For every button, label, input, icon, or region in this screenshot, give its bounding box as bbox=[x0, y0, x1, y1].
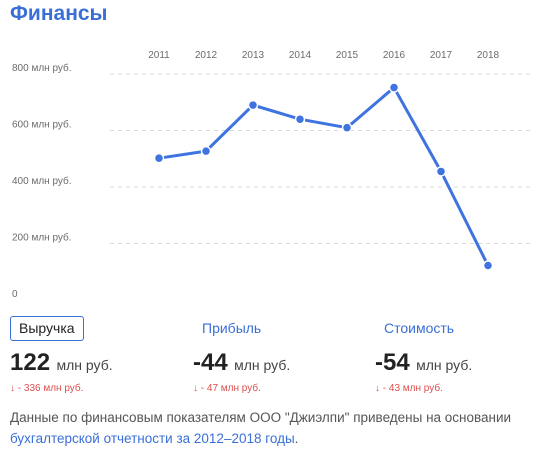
metric-revenue: Выручка 122 млн руб. ↓ - 336 млн руб. bbox=[10, 316, 113, 394]
data-point bbox=[435, 166, 447, 177]
x-tick-label: 2016 bbox=[383, 50, 406, 61]
metric-cost-unit: млн руб. bbox=[416, 357, 473, 373]
metric-value-cost: Стоимость -54 млн руб. ↓ - 43 млн руб. bbox=[375, 316, 472, 394]
metric-revenue-number: 122 bbox=[10, 349, 51, 376]
metric-cost-number: -54 bbox=[375, 349, 410, 376]
footnote-report-link[interactable]: бухгалтерской отчетности за 2012–2018 го… bbox=[10, 431, 295, 446]
x-tick-label: 2018 bbox=[477, 50, 500, 61]
x-tick-label: 2014 bbox=[289, 50, 312, 61]
footnote-text: Данные по финансовым показателям ООО "Дж… bbox=[10, 410, 512, 425]
y-tick-label: 0 bbox=[12, 289, 18, 300]
metric-revenue-change: ↓ - 336 млн руб. bbox=[10, 383, 84, 394]
metrics-row: Выручка 122 млн руб. ↓ - 336 млн руб. Пр… bbox=[10, 316, 530, 396]
footnote-end: . bbox=[294, 431, 299, 446]
data-point bbox=[200, 145, 212, 157]
data-point bbox=[294, 113, 306, 125]
x-tick-label: 2017 bbox=[430, 50, 453, 61]
data-point bbox=[247, 99, 259, 111]
data-point bbox=[341, 122, 353, 133]
y-tick-label: 600 млн руб. bbox=[12, 119, 72, 131]
x-tick-label: 2011 bbox=[148, 50, 170, 61]
metric-cost-value: -54 млн руб. bbox=[375, 349, 472, 377]
y-tick-label: 200 млн руб. bbox=[12, 232, 72, 244]
metric-profit-value: -44 млн руб. bbox=[193, 349, 290, 377]
series-line bbox=[157, 86, 490, 268]
metric-cost-change: ↓ - 43 млн руб. bbox=[375, 383, 443, 394]
section-title: Финансы bbox=[10, 2, 108, 25]
metric-profit-unit: млн руб. bbox=[234, 357, 291, 373]
x-tick-label: 2015 bbox=[336, 50, 359, 61]
tab-cost[interactable]: Стоимость bbox=[384, 320, 455, 336]
footnote: Данные по финансовым показателям ООО "Дж… bbox=[10, 407, 530, 449]
metric-revenue-unit: млн руб. bbox=[56, 357, 113, 373]
metric-revenue-value: 122 млн руб. bbox=[10, 349, 113, 377]
tab-profit[interactable]: Прибыль bbox=[202, 320, 262, 336]
revenue-line-chart: 0 200 млн руб. 400 млн руб. 600 млн руб. 800… bbox=[12, 50, 533, 300]
data-point bbox=[153, 152, 165, 164]
metric-profit-number: -44 bbox=[193, 349, 228, 376]
data-point bbox=[388, 82, 400, 93]
data-point bbox=[482, 260, 494, 271]
tab-revenue[interactable]: Выручка bbox=[10, 316, 84, 341]
y-tick-label: 800 млн руб. bbox=[12, 62, 72, 74]
y-tick-label: 400 млн руб. bbox=[12, 175, 72, 187]
metric-profit-change: ↓ - 47 млн руб. bbox=[193, 383, 261, 394]
metric-profit: Прибыль -44 млн руб. ↓ - 47 млн руб. bbox=[193, 316, 290, 394]
x-tick-label: 2013 bbox=[242, 50, 265, 61]
x-tick-label: 2012 bbox=[195, 50, 218, 61]
